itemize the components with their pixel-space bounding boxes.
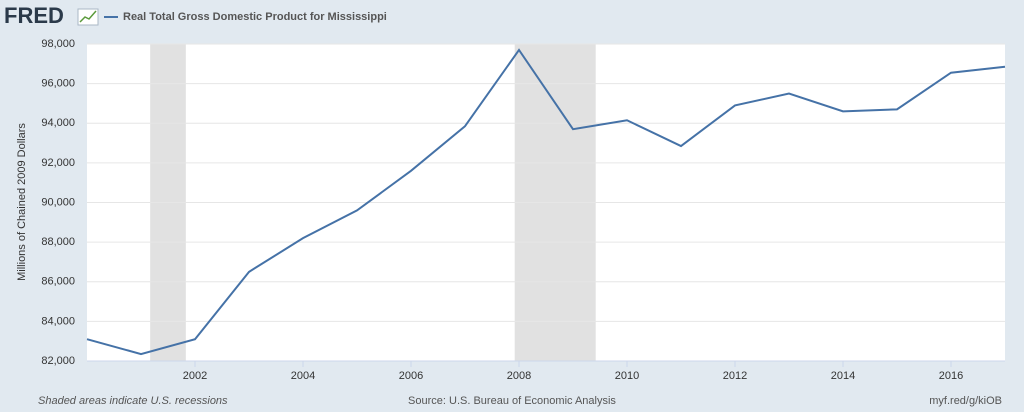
x-tick-label: 2012 [723, 370, 747, 382]
link[interactable]: myf.red/g/kiOB [929, 395, 1002, 407]
y-tick-label: 86,000 [41, 276, 75, 288]
y-tick-label: 92,000 [41, 157, 75, 169]
logo-icon [77, 8, 99, 26]
y-tick-label: 82,000 [41, 355, 75, 367]
x-tick-label: 2014 [831, 370, 855, 382]
y-tick-label: 90,000 [41, 196, 75, 208]
source: Source: U.S. Bureau of Economic Analysis [408, 395, 616, 407]
x-tick-label: 2004 [291, 370, 315, 382]
x-tick-label: 2002 [183, 370, 207, 382]
y-tick-label: 88,000 [41, 236, 75, 248]
x-tick-label: 2008 [507, 370, 531, 382]
x-tick-label: 2016 [939, 370, 963, 382]
x-tick-label: 2010 [615, 370, 639, 382]
y-tick-label: 98,000 [41, 38, 75, 50]
x-tick-label: 2006 [399, 370, 423, 382]
series-line [86, 48, 1006, 356]
y-tick-label: 96,000 [41, 78, 75, 90]
legend-label: Real Total Gross Domestic Product for Mi… [123, 11, 387, 23]
y-tick-label: 84,000 [41, 315, 75, 327]
footnote: Shaded areas indicate U.S. recessions [38, 395, 228, 407]
y-tick-label: 94,000 [41, 117, 75, 129]
y-axis-title: Millions of Chained 2009 Dollars [16, 123, 28, 281]
plot-layer [86, 43, 1006, 367]
logo[interactable]: FRED [4, 3, 64, 28]
